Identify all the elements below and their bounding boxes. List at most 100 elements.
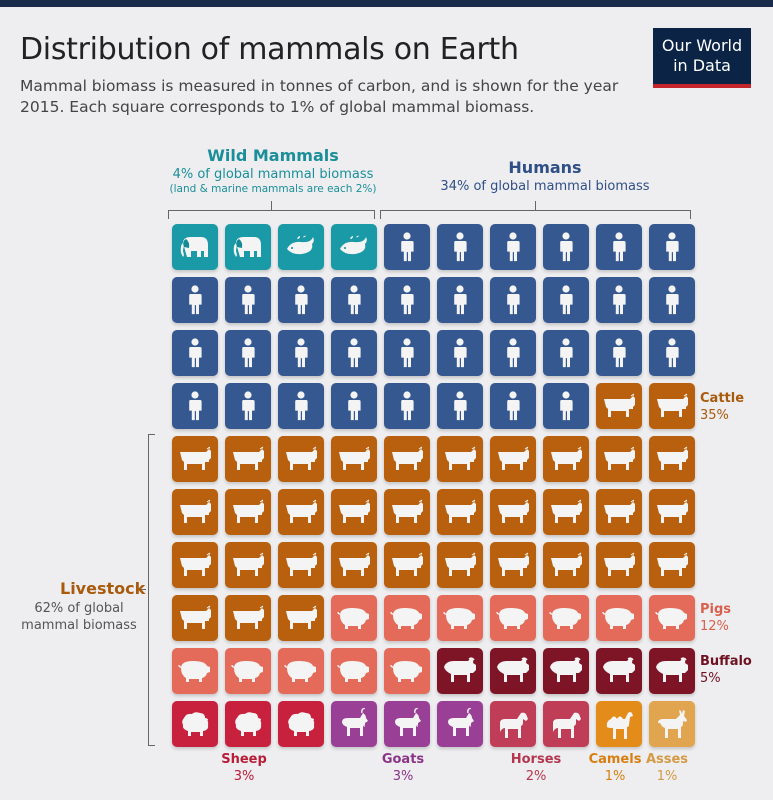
waffle-cell-humans [172,383,218,429]
human-icon [348,285,361,315]
cow-icon [392,446,423,470]
elephant-icon [180,237,208,257]
pig-icon [602,608,634,629]
camel-icon [606,712,633,739]
human-icon [666,232,679,262]
waffle-cell-cattle [543,436,589,482]
human-icon [454,285,467,315]
human-icon [613,232,626,262]
waffle-cell-humans [225,277,271,323]
owid-logo[interactable]: Our World in Data [653,28,751,88]
pig-icon [443,608,475,629]
chart-title: Distribution of mammals on Earth [20,32,519,67]
label-pigs-name: Pigs [700,602,732,617]
waffle-cell-humans [384,277,430,323]
waffle-cell-humans [543,277,589,323]
human-icon [189,285,202,315]
waffle-cell-humans [437,383,483,429]
sheep-icon [288,712,315,736]
cow-icon [286,605,317,629]
waffle-cell-humans [596,330,642,376]
buffalo-icon [550,657,582,682]
human-icon [507,391,520,421]
pig-icon [390,608,422,629]
waffle-cell-cattle [649,489,695,535]
cow-icon [657,552,688,576]
waffle-cell-humans [225,383,271,429]
cow-icon [392,552,423,576]
pig-icon [337,608,369,629]
waffle-cell-pigs [331,648,377,694]
waffle-cell-cattle [225,489,271,535]
label-goats: Goats 3% [373,751,433,785]
cow-icon [286,552,317,576]
waffle-cell-humans [172,330,218,376]
human-icon [666,285,679,315]
waffle-cell-humans [437,224,483,270]
label-buffalo-value: 5% [700,671,721,686]
cow-icon [180,446,211,470]
label-goats-value: 3% [392,769,414,784]
waffle-cell-asses [649,701,695,747]
label-cattle: Cattle 35% [700,390,744,424]
human-icon [507,338,520,368]
humans-group-title: Humans [508,158,582,177]
label-sheep: Sheep 3% [214,751,274,785]
cow-icon [604,552,635,576]
chart-subtitle: Mammal biomass is measured in tonnes of … [20,77,619,116]
waffle-cell-humans [490,277,536,323]
cow-icon [604,499,635,523]
waffle-cell-cattle [437,436,483,482]
goat-icon [448,708,474,736]
label-pigs: Pigs 12% [700,601,731,635]
waffle-cell-humans [437,277,483,323]
waffle-cell-buffalo [437,648,483,694]
sheep-icon [182,712,209,736]
waffle-cell-cattle [596,542,642,588]
label-horses-value: 2% [525,769,547,784]
waffle-cell-buffalo [490,648,536,694]
waffle-cell-humans [596,224,642,270]
waffle-cell-pigs [384,648,430,694]
pig-icon [337,661,369,682]
buffalo-icon [603,657,635,682]
cow-icon [604,446,635,470]
human-icon [666,338,679,368]
human-icon [560,285,573,315]
label-asses-name: Asses [645,752,689,767]
waffle-cell-pigs [278,648,324,694]
waffle-cell-humans [331,277,377,323]
waffle-cell-humans [225,330,271,376]
waffle-cell-cattle [331,436,377,482]
human-icon [242,285,255,315]
waffle-cell-marine [278,224,324,270]
waffle-cell-cattle [225,542,271,588]
human-icon [401,338,414,368]
label-horses: Horses 2% [506,751,566,785]
goat-icon [395,708,421,736]
waffle-cell-humans [278,383,324,429]
cow-icon [657,499,688,523]
cow-icon [445,552,476,576]
goat-icon [342,708,368,736]
label-cattle-name: Cattle [700,391,745,406]
waffle-cell-land [225,224,271,270]
whale-icon [287,235,314,255]
human-icon [507,232,520,262]
cow-icon [392,499,423,523]
humans-bracket-tick [535,201,536,210]
cow-icon [286,499,317,523]
pig-icon [178,661,210,682]
waffle-cell-humans [331,383,377,429]
label-sheep-name: Sheep [221,752,267,767]
label-cattle-value: 35% [700,408,729,423]
waffle-cell-humans [490,224,536,270]
waffle-cell-humans [278,330,324,376]
waffle-cell-buffalo [543,648,589,694]
human-icon [401,232,414,262]
human-icon [560,338,573,368]
waffle-cell-sheep [278,701,324,747]
cow-icon [657,393,688,417]
wild-group-subtitle: 4% of global mammal biomass [172,167,374,182]
pig-icon [284,661,316,682]
